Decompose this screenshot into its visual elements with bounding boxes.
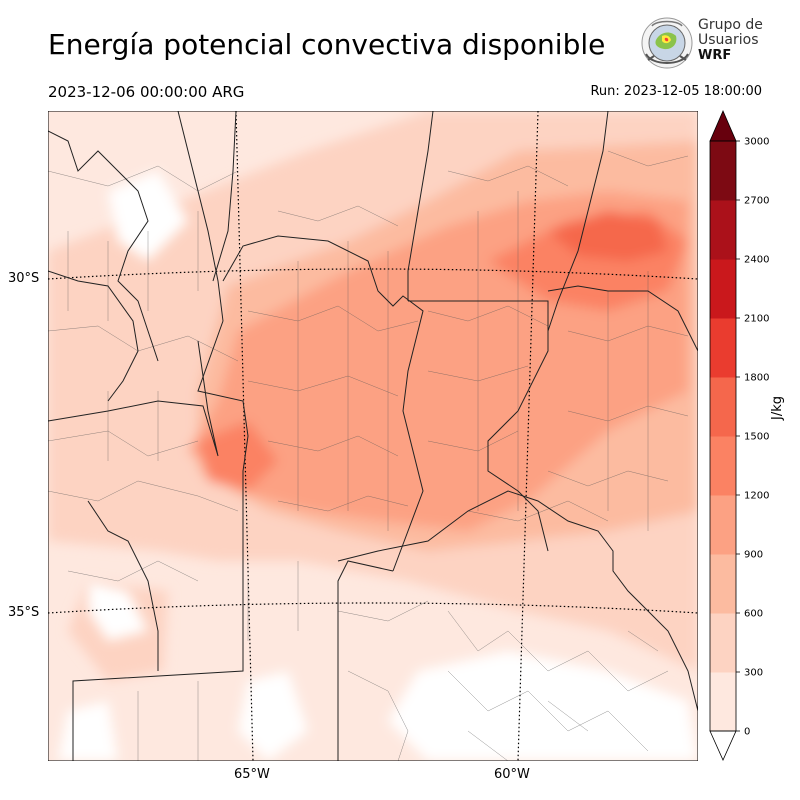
page-title: Energía potencial convectiva disponible	[48, 28, 606, 61]
logo-line-1: Grupo de	[698, 17, 763, 33]
colorbar-tick-label: 300	[744, 668, 763, 679]
colorbar: 0 300 600 900 1200 1500 1800 2100 2400 2700 3000	[709, 109, 769, 761]
colorbar-band	[710, 318, 736, 378]
colorbar-ticks: 0 300 600 900 1200 1500 1800 2100 2400 2700 3000	[736, 137, 769, 738]
valid-time: 2023-12-06 00:00:00 ARG	[48, 83, 245, 101]
colorbar-band	[710, 141, 736, 201]
colorbar-band	[710, 200, 736, 260]
colorbar-over-arrow	[709, 109, 737, 142]
colorbar-tick-label: 1500	[744, 432, 769, 443]
colorbar-band	[710, 495, 736, 555]
colorbar-band	[710, 613, 736, 673]
globe-logo-icon	[641, 17, 693, 69]
department-boundaries	[48, 150, 689, 761]
colorbar-under-arrow	[709, 730, 737, 761]
colorbar-band	[710, 554, 736, 614]
lat-label-35s: 35°S	[8, 605, 40, 620]
lat-label-30s: 30°S	[8, 271, 40, 286]
colorbar-tick-label: 900	[744, 550, 763, 561]
colorbar-tick-label: 1200	[744, 491, 769, 502]
cape-map	[48, 111, 698, 761]
colorbar-tick-label: 3000	[744, 137, 769, 148]
graticule	[48, 111, 698, 761]
run-time: Run: 2023-12-05 18:00:00	[590, 84, 762, 99]
wrf-logo: Grupo de Usuarios WRF	[638, 16, 763, 72]
colorbar-band	[710, 436, 736, 496]
colorbar-bands	[710, 141, 736, 732]
colorbar-unit-label: J/kg	[770, 396, 785, 420]
colorbar-tick-label: 1800	[744, 373, 769, 384]
logo-line-2: Usuarios	[698, 32, 759, 48]
colorbar-tick-label: 2700	[744, 196, 769, 207]
colorbar-band	[710, 672, 736, 732]
cape-field	[48, 111, 698, 761]
lon-label-65w: 65°W	[234, 767, 270, 782]
colorbar-tick-label: 0	[744, 727, 750, 738]
province-boundaries	[48, 111, 698, 761]
colorbar-tick-label: 2100	[744, 314, 769, 325]
lon-label-60w: 60°W	[494, 767, 530, 782]
colorbar-band	[710, 259, 736, 319]
colorbar-tick-label: 600	[744, 609, 763, 620]
colorbar-tick-label: 2400	[744, 255, 769, 266]
logo-line-3: WRF	[698, 48, 732, 63]
colorbar-band	[710, 377, 736, 437]
